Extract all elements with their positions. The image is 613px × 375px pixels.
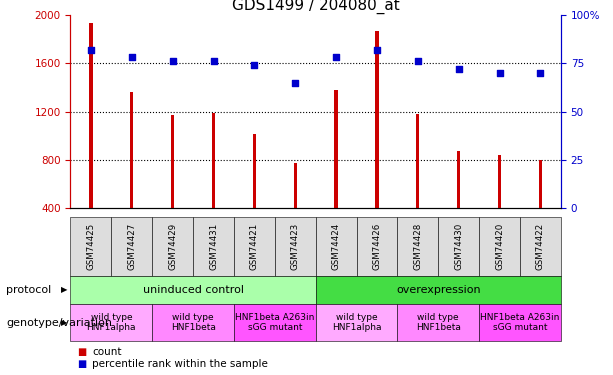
- Text: count: count: [92, 347, 121, 357]
- Text: ■: ■: [77, 359, 86, 369]
- Text: genotype/variation: genotype/variation: [6, 318, 112, 327]
- Text: wild type
HNF1alpha: wild type HNF1alpha: [332, 313, 381, 332]
- Bar: [253, 135, 256, 256]
- Bar: [335, 90, 338, 256]
- Text: GSM74423: GSM74423: [291, 223, 300, 270]
- Text: GSM74422: GSM74422: [536, 223, 545, 270]
- Bar: [416, 114, 419, 256]
- Text: overexpression: overexpression: [396, 285, 481, 295]
- Point: [372, 47, 382, 53]
- Point: [249, 62, 259, 68]
- Bar: [171, 115, 174, 256]
- Text: GSM74427: GSM74427: [128, 223, 136, 270]
- Text: GSM74420: GSM74420: [495, 223, 504, 270]
- Text: GSM74430: GSM74430: [454, 223, 463, 270]
- Text: percentile rank within the sample: percentile rank within the sample: [92, 359, 268, 369]
- Text: GSM74428: GSM74428: [413, 223, 422, 270]
- Point: [495, 70, 504, 76]
- Title: GDS1499 / 204080_at: GDS1499 / 204080_at: [232, 0, 400, 13]
- Text: ▶: ▶: [61, 318, 67, 327]
- Text: GSM74426: GSM74426: [373, 223, 381, 270]
- Point: [331, 54, 341, 60]
- Point: [86, 47, 96, 53]
- Bar: [539, 160, 542, 256]
- Text: GSM74429: GSM74429: [168, 223, 177, 270]
- Bar: [457, 152, 460, 256]
- Text: ■: ■: [77, 347, 86, 357]
- Point: [413, 58, 423, 64]
- Text: GSM74424: GSM74424: [332, 223, 341, 270]
- Text: ▶: ▶: [61, 285, 67, 294]
- Bar: [212, 113, 215, 256]
- Text: HNF1beta A263in
sGG mutant: HNF1beta A263in sGG mutant: [481, 313, 560, 332]
- Text: uninduced control: uninduced control: [143, 285, 243, 295]
- Bar: [498, 155, 501, 256]
- Bar: [375, 31, 379, 256]
- Text: GSM74425: GSM74425: [86, 223, 96, 270]
- Text: wild type
HNF1beta: wild type HNF1beta: [170, 313, 216, 332]
- Bar: [89, 24, 93, 256]
- Text: GSM74431: GSM74431: [209, 223, 218, 270]
- Text: GSM74421: GSM74421: [250, 223, 259, 270]
- Point: [208, 58, 218, 64]
- Point: [454, 66, 463, 72]
- Bar: [130, 92, 134, 256]
- Point: [536, 70, 546, 76]
- Text: protocol: protocol: [6, 285, 51, 295]
- Point: [168, 58, 178, 64]
- Text: wild type
HNF1alpha: wild type HNF1alpha: [86, 313, 136, 332]
- Bar: [294, 164, 297, 256]
- Text: wild type
HNF1beta: wild type HNF1beta: [416, 313, 461, 332]
- Text: HNF1beta A263in
sGG mutant: HNF1beta A263in sGG mutant: [235, 313, 314, 332]
- Point: [127, 54, 137, 60]
- Point: [291, 80, 300, 86]
